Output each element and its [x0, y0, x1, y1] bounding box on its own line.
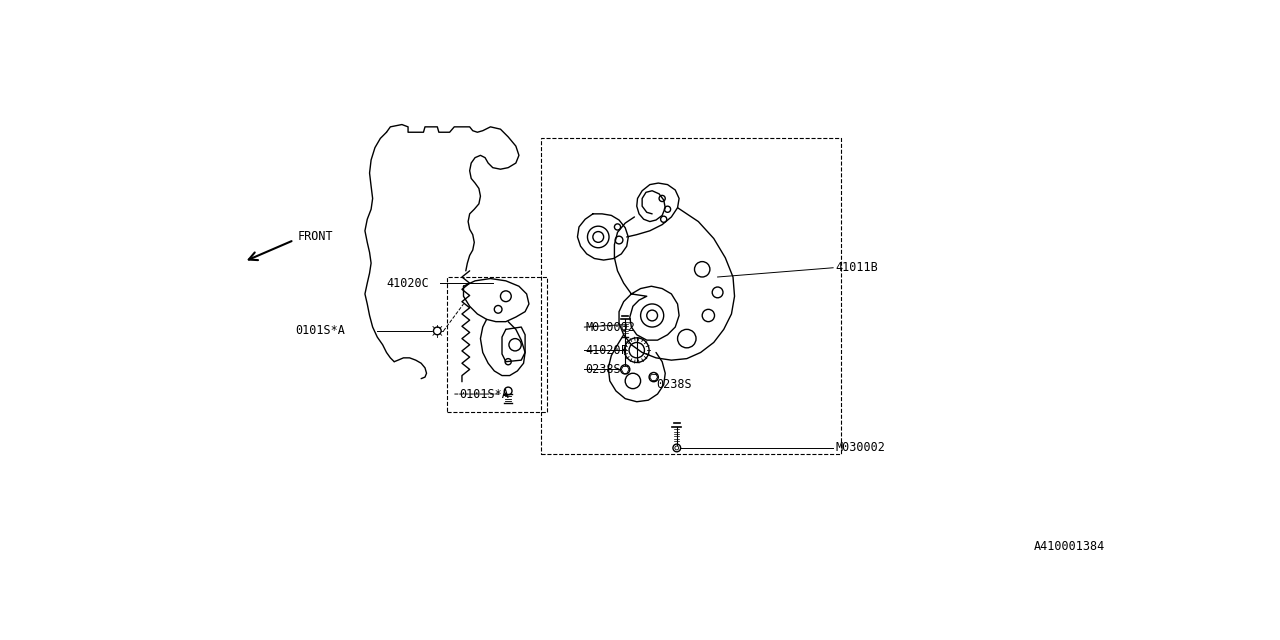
Text: 0238S: 0238S — [657, 378, 691, 391]
Text: 41011B: 41011B — [836, 261, 878, 275]
Text: M030002: M030002 — [585, 321, 635, 333]
Text: A410001384: A410001384 — [1033, 540, 1105, 553]
Text: 0238S: 0238S — [585, 363, 621, 376]
Text: M030002: M030002 — [836, 442, 886, 454]
Text: 41020F: 41020F — [585, 344, 628, 356]
Text: 41020C: 41020C — [387, 276, 429, 290]
Text: 0101S*A: 0101S*A — [460, 388, 509, 401]
Bar — [540, 138, 841, 454]
Bar — [447, 277, 547, 412]
Text: FRONT: FRONT — [298, 230, 334, 243]
Text: 0101S*A: 0101S*A — [296, 324, 346, 337]
